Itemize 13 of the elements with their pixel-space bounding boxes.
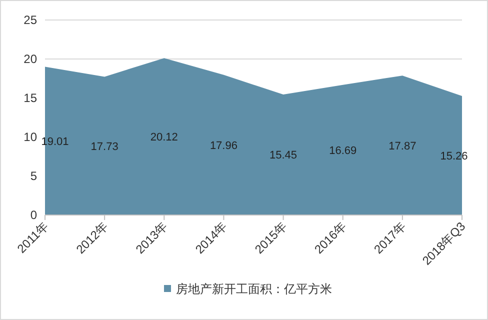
text: 15.45	[270, 150, 298, 162]
y-tick-label: 20	[24, 52, 38, 66]
y-tick-label: 10	[24, 130, 38, 144]
text: 20.12	[150, 132, 178, 144]
text: 16.69	[329, 144, 357, 157]
legend-label: 房地产新开工面积：亿平方米	[176, 282, 332, 296]
text: 17.87	[388, 140, 416, 152]
text: 17.73	[90, 140, 118, 153]
y-tick-label: 0	[30, 208, 38, 222]
text: 17.96	[210, 140, 238, 152]
y-tick-label: 25	[24, 13, 38, 27]
y-tick-label: 15	[24, 91, 38, 105]
y-tick-label: 5	[30, 169, 38, 183]
